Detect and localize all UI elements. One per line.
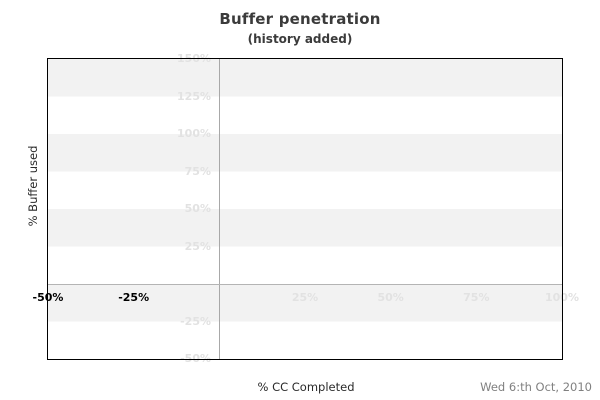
x-tick-label: 75% <box>463 291 490 304</box>
plot-area: 150% 125% 100% 75% 50% 25% -25% -50% -50% -25% 25… <box>33 52 579 365</box>
y-axis-title: % Buffer used <box>26 145 40 227</box>
y-tick-label: 125% <box>177 89 211 103</box>
y-tick-label: -50% <box>180 352 211 365</box>
y-tick-label: 150% <box>177 52 211 65</box>
x-tick-label: -25% <box>118 291 150 304</box>
zero-x-gridline <box>219 59 220 359</box>
x-tick-label: -50% <box>32 291 64 304</box>
y-tick-label: 75% <box>184 164 211 178</box>
y-tick-label: 50% <box>184 202 211 215</box>
x-tick-label: 25% <box>291 291 319 304</box>
y-tick-label: -25% <box>180 314 211 328</box>
x-tick-label: 100% <box>545 291 579 304</box>
zero-y-gridline <box>48 284 562 285</box>
chart-subtitle: (history added) <box>247 32 353 46</box>
y-tick-label: 100% <box>177 127 211 140</box>
x-axis-title: % CC Completed <box>257 380 355 394</box>
y-tick-label: 25% <box>184 239 211 253</box>
chart-title: Buffer penetration <box>219 10 381 28</box>
date-label: Wed 6:th Oct, 2010 <box>480 380 592 394</box>
x-tick-label: 50% <box>377 291 404 304</box>
